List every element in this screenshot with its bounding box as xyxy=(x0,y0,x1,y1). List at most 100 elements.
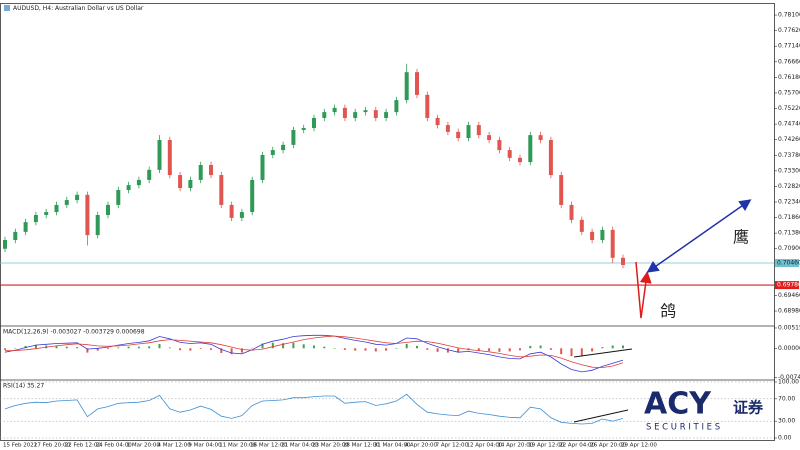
logo-cn: 证券 xyxy=(733,399,764,417)
dove-label: 鸽 xyxy=(660,302,676,321)
macd-histogram-bar xyxy=(271,342,274,349)
candle-body xyxy=(167,140,172,176)
price-label-box xyxy=(775,281,799,290)
candle-body xyxy=(301,128,306,130)
macd-histogram-bar xyxy=(282,343,285,349)
candle-body xyxy=(373,110,378,118)
candle-body xyxy=(610,229,615,258)
macd-histogram-bar xyxy=(55,345,58,349)
symbol-icon xyxy=(4,5,10,11)
macd-histogram-bar xyxy=(508,348,511,352)
macd-histogram-bar xyxy=(96,348,99,351)
candle-body xyxy=(136,179,141,186)
y-tick-label: 70.00 xyxy=(778,395,795,402)
macd-histogram-bar xyxy=(405,343,408,349)
rsi-title: RSI(14) 35.27 xyxy=(3,383,44,390)
candle-body xyxy=(198,165,203,180)
macd-histogram-bar xyxy=(436,348,439,352)
x-tick-label: 17 Feb 20:00 xyxy=(34,443,71,449)
macd-histogram-bar xyxy=(323,346,326,349)
logo-brand: ACY xyxy=(644,387,712,422)
macd-histogram-bar xyxy=(426,348,429,350)
candle-body xyxy=(425,94,430,118)
macd-histogram-bar xyxy=(179,348,182,351)
x-tick-label: 1 Mar 20:00 xyxy=(127,443,161,449)
candle-body xyxy=(85,194,90,236)
macd-histogram-bar xyxy=(313,345,315,349)
macd-histogram-bar xyxy=(591,348,594,352)
y-tick-label: 0.00 xyxy=(778,435,792,442)
candle-body xyxy=(23,222,28,232)
macd-histogram-bar xyxy=(220,348,223,353)
x-tick-label: 11 Mar 20:00 xyxy=(219,443,256,449)
candle-body xyxy=(600,229,605,240)
x-tick-label: 26 Apr 20:00 xyxy=(590,443,626,449)
candle-body xyxy=(621,257,625,265)
candle-body xyxy=(44,212,49,215)
x-tick-label: 29 Apr 12:00 xyxy=(621,443,657,449)
macd-histogram-bar xyxy=(580,348,583,356)
macd-histogram-bar xyxy=(333,348,336,349)
macd-histogram-bar xyxy=(622,345,624,349)
x-tick-label: 16 Mar 12:00 xyxy=(250,443,287,449)
macd-histogram-bar xyxy=(457,348,460,353)
macd-histogram-bar xyxy=(519,348,521,351)
dove-arrow xyxy=(635,261,652,319)
macd-line xyxy=(5,335,624,369)
macd-histogram-bar xyxy=(529,345,532,349)
hawk-label: 鹰 xyxy=(733,228,749,247)
x-tick-label: 14 Apr 20:00 xyxy=(497,443,533,449)
candle-body xyxy=(281,144,286,151)
macd-histogram-bar xyxy=(127,346,130,349)
frame xyxy=(0,3,775,441)
candle-body xyxy=(116,189,121,205)
candle-body xyxy=(569,204,574,220)
candle-body xyxy=(250,179,255,213)
macd-line xyxy=(4,334,624,373)
candle-body xyxy=(528,135,533,163)
candle-body xyxy=(54,204,59,213)
candle-body xyxy=(507,150,512,158)
candle-body xyxy=(13,231,18,240)
macd-title: MACD(12,26,9) -0.003027 -0.003729 0.0006… xyxy=(3,329,145,336)
x-tick-label: 9 Mar 04:00 xyxy=(188,443,222,449)
x-tick-label: 15 Feb 2022 xyxy=(3,443,37,449)
x-tick-label: 22 Apr 04:00 xyxy=(559,443,595,449)
candle-body xyxy=(188,179,193,189)
rsi-line xyxy=(4,393,624,425)
x-tick-label: 22 Feb 12:00 xyxy=(65,443,102,449)
candle-body xyxy=(3,239,7,249)
candle-body xyxy=(260,154,265,180)
candle-body xyxy=(219,175,224,205)
price-label: 0.70460 xyxy=(777,260,800,267)
y-tick-label: 100.00 xyxy=(778,379,799,386)
macd-histogram-bar xyxy=(168,347,171,349)
candle-body xyxy=(579,219,584,232)
macd-histogram-bar xyxy=(137,346,140,349)
y-tick-label: 0.000000 xyxy=(778,345,800,352)
macd-histogram-bar xyxy=(570,348,573,357)
candle-body xyxy=(559,175,564,205)
macd-histogram-bar xyxy=(107,348,109,350)
y-tick-label: -0.007409 xyxy=(778,374,800,381)
macd-histogram-bar xyxy=(292,342,295,349)
macd-histogram-bar xyxy=(86,348,89,353)
macd-histogram-bar xyxy=(374,348,377,352)
candle-body xyxy=(590,231,595,240)
logo-sub: S E C U R I T I E S xyxy=(646,423,720,433)
candle-body xyxy=(363,110,368,113)
